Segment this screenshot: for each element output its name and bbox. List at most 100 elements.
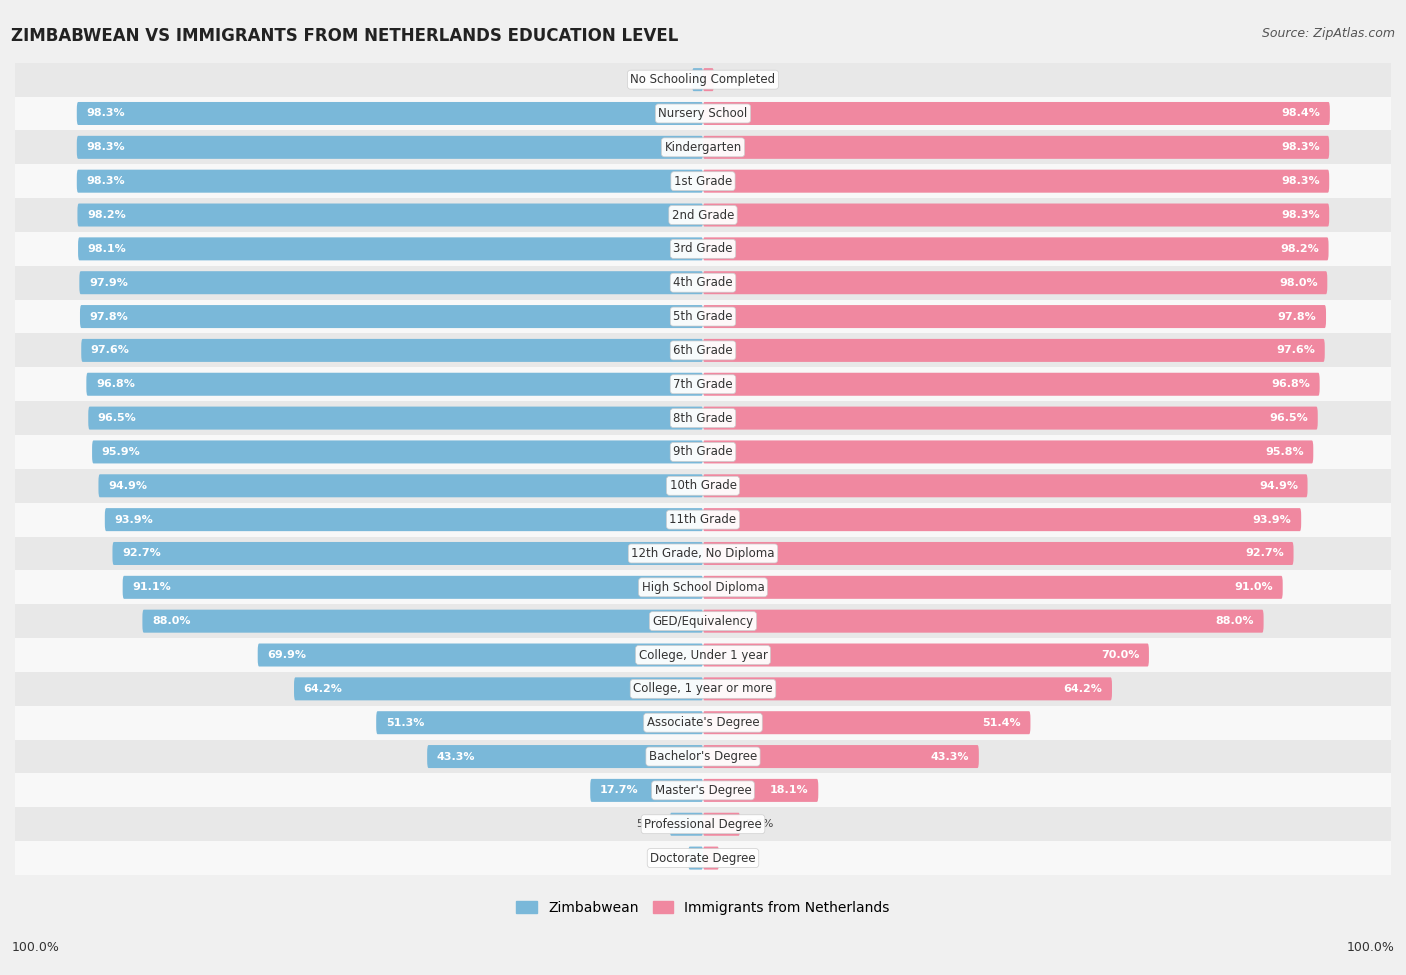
- Text: 7th Grade: 7th Grade: [673, 377, 733, 391]
- FancyBboxPatch shape: [703, 846, 718, 870]
- FancyBboxPatch shape: [91, 441, 703, 463]
- Bar: [15, 401, 1391, 435]
- Text: 98.3%: 98.3%: [1281, 210, 1320, 220]
- Text: 98.3%: 98.3%: [86, 142, 125, 152]
- FancyBboxPatch shape: [591, 779, 703, 801]
- FancyBboxPatch shape: [105, 508, 703, 531]
- FancyBboxPatch shape: [80, 305, 703, 328]
- Text: 2nd Grade: 2nd Grade: [672, 209, 734, 221]
- Text: 98.2%: 98.2%: [1281, 244, 1319, 254]
- FancyBboxPatch shape: [703, 813, 740, 836]
- Text: 64.2%: 64.2%: [1063, 683, 1102, 694]
- FancyBboxPatch shape: [703, 372, 1320, 396]
- Text: 98.2%: 98.2%: [87, 210, 125, 220]
- Bar: [15, 333, 1391, 368]
- FancyBboxPatch shape: [703, 609, 1264, 633]
- Text: Professional Degree: Professional Degree: [644, 818, 762, 831]
- Text: 98.3%: 98.3%: [86, 108, 125, 119]
- FancyBboxPatch shape: [703, 644, 1149, 667]
- Text: 91.1%: 91.1%: [132, 582, 172, 593]
- Text: 93.9%: 93.9%: [1253, 515, 1292, 525]
- FancyBboxPatch shape: [703, 271, 1327, 294]
- Text: 43.3%: 43.3%: [931, 752, 969, 761]
- Bar: [15, 469, 1391, 503]
- Text: 88.0%: 88.0%: [1216, 616, 1254, 626]
- FancyBboxPatch shape: [703, 711, 1031, 734]
- Text: 17.7%: 17.7%: [600, 786, 638, 796]
- Text: 2.5%: 2.5%: [724, 853, 752, 863]
- Text: 88.0%: 88.0%: [152, 616, 190, 626]
- Text: ZIMBABWEAN VS IMMIGRANTS FROM NETHERLANDS EDUCATION LEVEL: ZIMBABWEAN VS IMMIGRANTS FROM NETHERLAND…: [11, 27, 679, 45]
- Text: 97.6%: 97.6%: [91, 345, 129, 356]
- Text: 5.8%: 5.8%: [745, 819, 773, 830]
- Text: Doctorate Degree: Doctorate Degree: [650, 851, 756, 865]
- FancyBboxPatch shape: [703, 136, 1329, 159]
- FancyBboxPatch shape: [703, 576, 1282, 599]
- Text: 9th Grade: 9th Grade: [673, 446, 733, 458]
- Text: 96.8%: 96.8%: [96, 379, 135, 389]
- Bar: [15, 164, 1391, 198]
- Text: College, Under 1 year: College, Under 1 year: [638, 648, 768, 661]
- Text: 1st Grade: 1st Grade: [673, 175, 733, 187]
- FancyBboxPatch shape: [703, 542, 1294, 565]
- FancyBboxPatch shape: [703, 678, 1112, 700]
- FancyBboxPatch shape: [703, 441, 1313, 463]
- Text: High School Diploma: High School Diploma: [641, 581, 765, 594]
- Text: GED/Equivalency: GED/Equivalency: [652, 614, 754, 628]
- Text: 18.1%: 18.1%: [770, 786, 808, 796]
- FancyBboxPatch shape: [703, 474, 1308, 497]
- Bar: [15, 706, 1391, 740]
- Text: 100.0%: 100.0%: [11, 941, 59, 954]
- FancyBboxPatch shape: [77, 204, 703, 226]
- Legend: Zimbabwean, Immigrants from Netherlands: Zimbabwean, Immigrants from Netherlands: [510, 895, 896, 920]
- FancyBboxPatch shape: [142, 609, 703, 633]
- Text: 97.8%: 97.8%: [1278, 312, 1316, 322]
- FancyBboxPatch shape: [703, 204, 1329, 226]
- Text: No Schooling Completed: No Schooling Completed: [630, 73, 776, 86]
- Text: 92.7%: 92.7%: [122, 549, 160, 559]
- FancyBboxPatch shape: [703, 745, 979, 768]
- Bar: [15, 62, 1391, 97]
- Text: 43.3%: 43.3%: [437, 752, 475, 761]
- Text: 95.8%: 95.8%: [1265, 447, 1303, 457]
- Bar: [15, 503, 1391, 536]
- FancyBboxPatch shape: [89, 407, 703, 430]
- Bar: [15, 604, 1391, 638]
- FancyBboxPatch shape: [122, 576, 703, 599]
- Text: 92.7%: 92.7%: [1246, 549, 1284, 559]
- Text: 96.5%: 96.5%: [98, 413, 136, 423]
- FancyBboxPatch shape: [86, 372, 703, 396]
- Text: 97.6%: 97.6%: [1277, 345, 1315, 356]
- Bar: [15, 672, 1391, 706]
- Text: 98.3%: 98.3%: [1281, 176, 1320, 186]
- FancyBboxPatch shape: [77, 136, 703, 159]
- Bar: [15, 232, 1391, 266]
- Text: 51.3%: 51.3%: [385, 718, 425, 727]
- FancyBboxPatch shape: [703, 68, 714, 91]
- FancyBboxPatch shape: [689, 846, 703, 870]
- FancyBboxPatch shape: [669, 813, 703, 836]
- Text: 5th Grade: 5th Grade: [673, 310, 733, 323]
- Bar: [15, 807, 1391, 841]
- Text: 64.2%: 64.2%: [304, 683, 343, 694]
- FancyBboxPatch shape: [77, 102, 703, 125]
- Text: 70.0%: 70.0%: [1101, 650, 1139, 660]
- FancyBboxPatch shape: [703, 508, 1301, 531]
- FancyBboxPatch shape: [377, 711, 703, 734]
- Text: 2.3%: 2.3%: [655, 853, 683, 863]
- Bar: [15, 638, 1391, 672]
- FancyBboxPatch shape: [79, 271, 703, 294]
- Bar: [15, 773, 1391, 807]
- Text: Bachelor's Degree: Bachelor's Degree: [650, 750, 756, 763]
- Text: 51.4%: 51.4%: [983, 718, 1021, 727]
- FancyBboxPatch shape: [427, 745, 703, 768]
- Text: 95.9%: 95.9%: [101, 447, 141, 457]
- FancyBboxPatch shape: [703, 237, 1329, 260]
- Text: 69.9%: 69.9%: [267, 650, 307, 660]
- Text: 5.2%: 5.2%: [637, 819, 665, 830]
- FancyBboxPatch shape: [98, 474, 703, 497]
- Text: 91.0%: 91.0%: [1234, 582, 1274, 593]
- Bar: [15, 570, 1391, 604]
- Text: 94.9%: 94.9%: [108, 481, 148, 490]
- Text: 11th Grade: 11th Grade: [669, 513, 737, 526]
